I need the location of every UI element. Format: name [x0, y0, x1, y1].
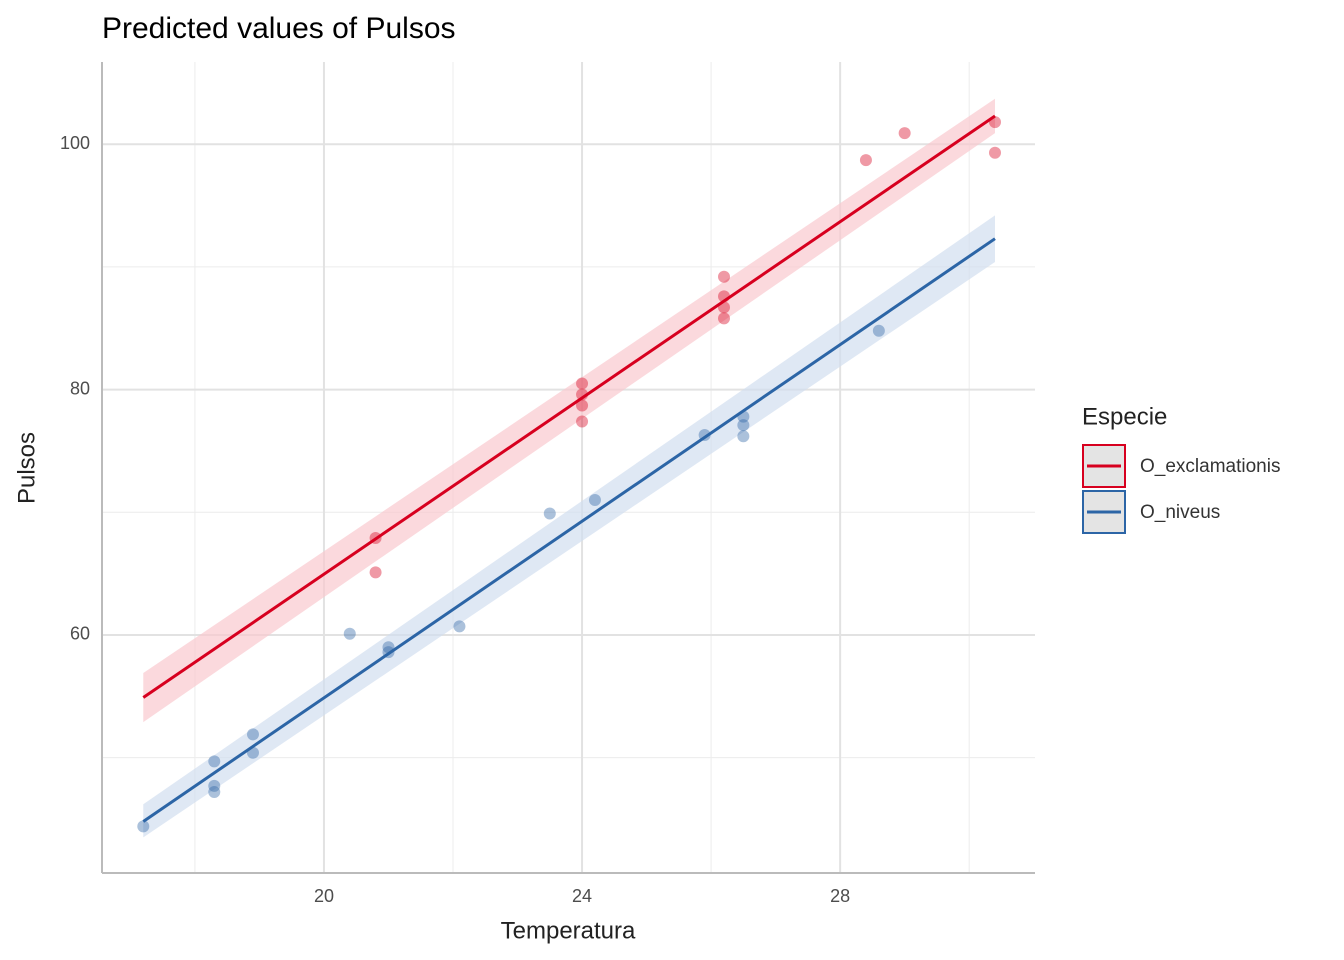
chart-title: Predicted values of Pulsos — [102, 12, 456, 45]
data-point — [453, 620, 466, 633]
x-tick-label: 28 — [830, 886, 850, 906]
data-point — [369, 566, 382, 579]
fit-line — [142, 237, 996, 823]
confidence-band — [143, 98, 995, 723]
data-point — [859, 154, 872, 167]
data-point — [208, 779, 221, 792]
data-point — [737, 430, 750, 443]
data-point — [208, 755, 221, 768]
x-tick-label: 24 — [572, 886, 592, 906]
legend-label: O_niveus — [1140, 502, 1220, 523]
data-point — [737, 419, 750, 432]
y-axis-label: Pulsos — [13, 432, 40, 504]
legend-label: O_exclamationis — [1140, 456, 1280, 477]
data-point — [576, 415, 589, 428]
data-point — [576, 377, 589, 390]
data-point — [246, 728, 259, 741]
data-point — [543, 507, 556, 520]
fit-line — [142, 114, 996, 699]
y-tick-label: 100 — [60, 133, 90, 153]
legend-title: Especie — [1082, 403, 1167, 430]
y-tick-label: 80 — [70, 378, 90, 398]
data-point — [718, 312, 730, 325]
data-point — [988, 146, 1001, 159]
x-tick-label: 20 — [314, 886, 334, 906]
data-point — [576, 399, 589, 412]
data-point — [898, 127, 911, 140]
data-point — [718, 270, 730, 283]
data-point — [137, 820, 150, 833]
x-axis-label: Temperatura — [501, 917, 636, 944]
data-point — [343, 627, 356, 640]
y-tick-label: 60 — [70, 624, 90, 644]
data-point — [588, 494, 601, 507]
confidence-band — [143, 215, 995, 838]
data-point — [872, 324, 885, 337]
data-point — [208, 786, 221, 799]
